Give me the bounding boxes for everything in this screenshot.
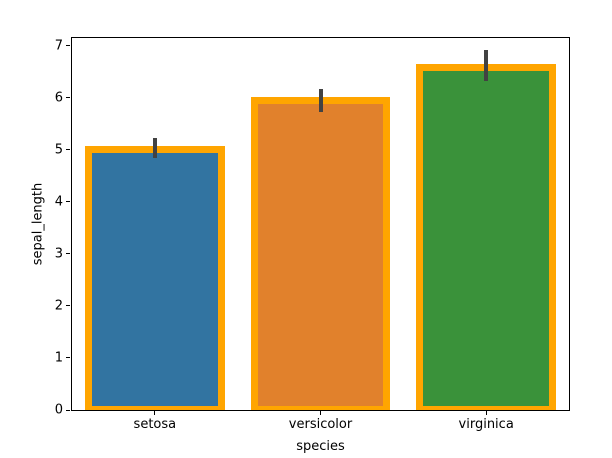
x-tick-mark-virginica <box>485 411 487 415</box>
y-tick-label-0: 0 <box>54 402 63 418</box>
y-tick-mark-7 <box>66 45 70 47</box>
x-axis-label: species <box>296 439 345 454</box>
y-tick-mark-6 <box>66 97 70 99</box>
y-tick-mark-3 <box>66 253 70 255</box>
y-tick-label-4: 4 <box>54 194 63 210</box>
x-tick-label-setosa: setosa <box>133 417 177 432</box>
y-tick-label-2: 2 <box>54 298 63 314</box>
error-bar-versicolor <box>318 88 323 112</box>
x-tick-mark-setosa <box>154 411 156 415</box>
y-tick-mark-2 <box>66 305 70 307</box>
plot-area: setosa versicolor virginica 0 1 2 3 4 5 6 7 specie… <box>55 37 570 454</box>
x-tick-label-versicolor: versicolor <box>288 417 353 432</box>
error-bar-setosa <box>152 137 157 158</box>
y-axis-label: sepal_length <box>30 182 46 266</box>
error-bar-virginica <box>484 50 489 82</box>
bar-setosa <box>85 145 225 410</box>
y-tick-label-6: 6 <box>54 90 63 106</box>
y-tick-label-3: 3 <box>54 246 63 262</box>
bar-virginica <box>416 63 556 410</box>
y-tick-label-1: 1 <box>54 350 63 366</box>
bars-layer <box>72 38 569 410</box>
y-tick-mark-5 <box>66 149 70 151</box>
y-tick-label-7: 7 <box>54 38 63 54</box>
y-tick-mark-4 <box>66 201 70 203</box>
x-tick-label-virginica: virginica <box>458 417 514 432</box>
y-tick-mark-0 <box>66 409 70 411</box>
y-tick-mark-1 <box>66 357 70 359</box>
y-tick-label-5: 5 <box>54 142 63 158</box>
x-tick-mark-versicolor <box>320 411 321 415</box>
bar-versicolor <box>250 97 391 410</box>
